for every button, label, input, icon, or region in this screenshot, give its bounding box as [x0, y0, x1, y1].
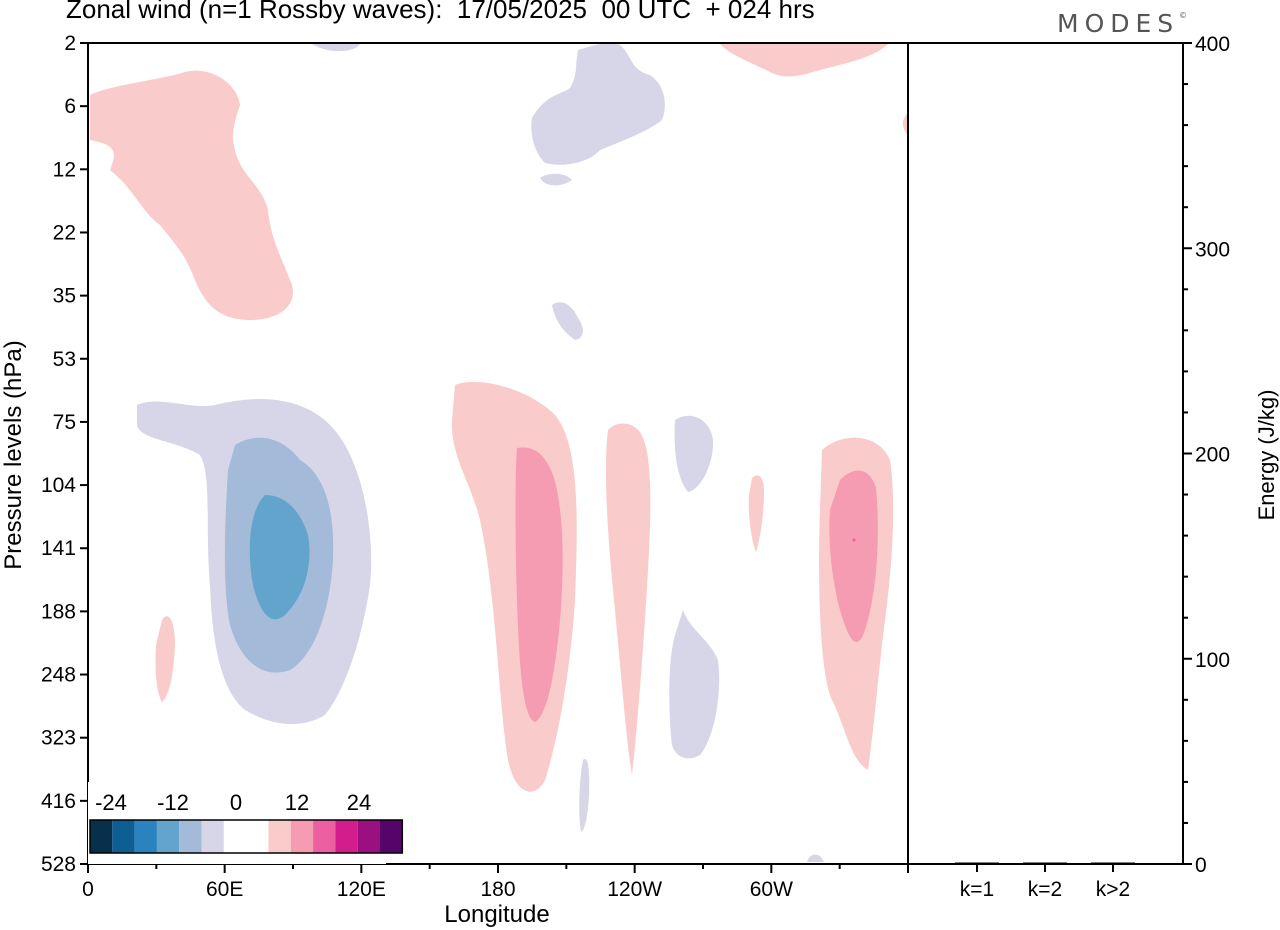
- contour-neg-5-e: [531, 42, 665, 165]
- colorbar-swatch: [179, 820, 202, 853]
- x-tick-label: 180: [480, 878, 515, 901]
- contour-neg-5-b: [674, 415, 714, 492]
- colorbar-frame: [89, 819, 404, 854]
- contour-pos-5-f: [90, 70, 294, 320]
- y-tick-label: 323: [41, 727, 76, 750]
- y-tick-label: 75: [53, 411, 76, 434]
- colorbar-swatch: [156, 820, 180, 853]
- energy-axis: 0 100 200 300 400: [1183, 33, 1230, 877]
- colorbar-label: 24: [347, 790, 371, 815]
- contour-pos-5-c: [605, 423, 651, 775]
- energy-tick-label: 0: [1195, 854, 1207, 877]
- x-axis-label: Longitude: [444, 901, 549, 928]
- energy-axis-label: Energy (J/kg): [1254, 390, 1279, 521]
- colorbar-swatch: [335, 820, 358, 853]
- x-tick-label: 60W: [750, 878, 793, 901]
- y-tick-label: 248: [41, 664, 76, 687]
- y-tick-label: 104: [41, 474, 76, 497]
- y-tick-label: 528: [41, 853, 76, 876]
- y-tick-label: 416: [41, 790, 76, 813]
- energy-tick-label: 400: [1195, 33, 1230, 56]
- contour-neg-5-f: [540, 173, 572, 186]
- colorbar: -24 -12 0 12 24: [88, 782, 404, 864]
- contour-neg-5-h: [312, 44, 360, 52]
- colorbar-swatch: [201, 820, 224, 853]
- energy-bar-k=2: [1023, 862, 1067, 864]
- brand-logo: MODES©: [1057, 9, 1188, 38]
- contour-neg-5-i: [807, 854, 824, 862]
- contour-pos-10-a: [515, 447, 563, 722]
- contour-pos-5-e: [155, 616, 175, 702]
- bar-category-label: k=2: [1028, 878, 1062, 901]
- y-tick-label: 22: [53, 221, 76, 244]
- colorbar-swatch: [357, 820, 380, 853]
- y-tick-label: 12: [53, 158, 76, 181]
- y-tick-label: 6: [64, 95, 76, 118]
- y-tick-label: 188: [41, 600, 76, 623]
- contour-neg-5-c: [669, 610, 720, 759]
- colorbar-swatch: [90, 820, 113, 853]
- y-tick-label: 141: [41, 537, 76, 560]
- colorbar-swatch: [268, 820, 291, 853]
- colorbar-swatch: [290, 820, 314, 853]
- y-axis-label: Pressure levels (hPa): [0, 340, 27, 569]
- x-tick-label: 120E: [337, 878, 386, 901]
- bar-category-label: k=1: [960, 878, 994, 901]
- x-tick-label: 120W: [607, 878, 662, 901]
- energy-bar-k>2: [1091, 862, 1135, 864]
- contour-pos-5-g: [720, 44, 888, 77]
- colorbar-label: -12: [157, 790, 189, 815]
- contour-pos-5-h: [902, 114, 907, 134]
- x-tick-label: 0: [82, 878, 94, 901]
- energy-tick-label: 200: [1195, 444, 1230, 467]
- contour-neg-5-d: [579, 759, 590, 832]
- contour-pos-10-b: [829, 470, 878, 643]
- energy-tick-label: 100: [1195, 649, 1230, 672]
- colorbar-swatch: [223, 820, 269, 853]
- contour-peak-15: [852, 538, 856, 542]
- colorbar-label: 12: [285, 790, 309, 815]
- energy-bar-k=1: [955, 862, 999, 864]
- pressure-axis: 2 6 12 22 35 53 75 104 141 188 248 323 416 528: [41, 32, 88, 876]
- y-tick-label: 53: [53, 348, 76, 371]
- energy-panel-frame: [907, 42, 1184, 865]
- contour-field: [90, 42, 907, 862]
- contour-pos-5-d: [748, 475, 764, 552]
- bar-category-label: k>2: [1096, 878, 1130, 901]
- contour-neg-5-g: [552, 302, 583, 340]
- y-tick-label: 35: [53, 285, 76, 308]
- longitude-axis: 0 60E 120E 180 120W 60W: [82, 864, 909, 901]
- colorbar-swatch: [380, 820, 403, 853]
- contour-neg-15-a: [249, 495, 310, 620]
- energy-tick-label: 300: [1195, 238, 1230, 261]
- chart-title: Zonal wind (n=1 Rossby waves): 17/05/202…: [66, 0, 815, 24]
- x-tick-label: 60E: [206, 878, 243, 901]
- colorbar-label: -24: [95, 790, 127, 815]
- energy-bars: k=1 k=2 k>2: [955, 862, 1135, 901]
- colorbar-label: 0: [230, 790, 242, 815]
- y-tick-label: 2: [64, 32, 76, 55]
- colorbar-swatch: [134, 820, 157, 853]
- colorbar-swatch: [313, 820, 336, 853]
- colorbar-swatch: [112, 820, 135, 853]
